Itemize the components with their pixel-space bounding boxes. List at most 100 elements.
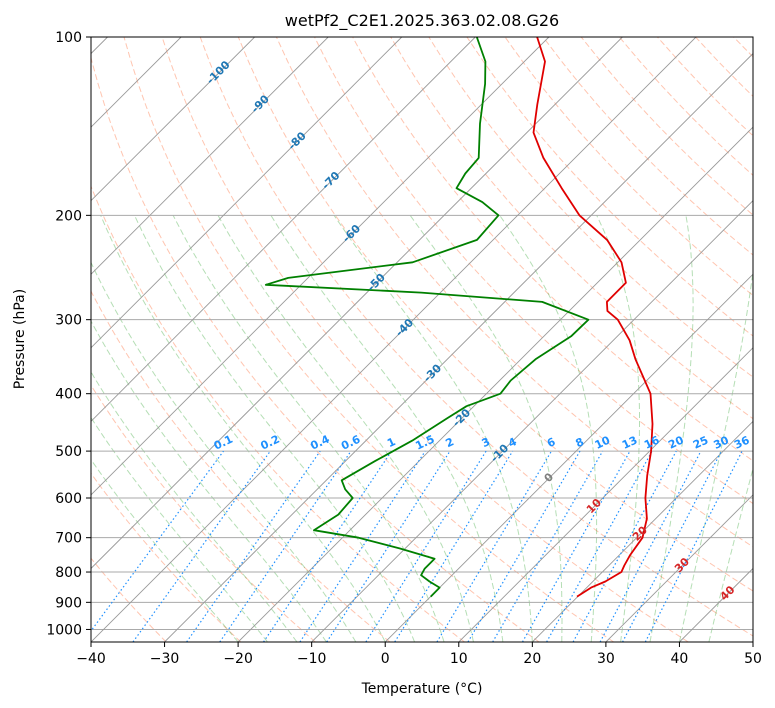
dry-adiabat [733, 37, 753, 58]
y-tick-label: 700 [55, 531, 82, 547]
mixing-ratio-label: 2 [444, 435, 456, 450]
isotherm-label: 10 [584, 496, 604, 516]
mixing-ratio-label: 6 [545, 435, 558, 450]
moist-adiabat [649, 215, 694, 642]
mixing-ratio-label: 0.6 [339, 433, 362, 453]
chart-title: wetPf2_C2E1.2025.363.02.08.G26 [285, 11, 559, 31]
mixing-ratio-line [365, 450, 487, 642]
moist-adiabat [172, 215, 445, 642]
mixing-ratio-line [219, 450, 352, 642]
mixing-ratio-label: 0.1 [212, 433, 235, 453]
dry-adiabat [352, 37, 753, 462]
dry-adiabat [314, 37, 753, 505]
mixing-ratio-label: 30 [711, 433, 731, 451]
x-axis-label: Temperature (°C) [361, 681, 483, 697]
isotherm-line [532, 420, 753, 642]
mixing-ratio-line [546, 450, 653, 642]
y-tick-label: 1000 [46, 622, 82, 638]
moist-adiabat [596, 215, 640, 642]
y-tick-label: 300 [55, 313, 82, 329]
isotherm-label: -30 [421, 361, 444, 384]
isotherm-line [752, 641, 753, 642]
isotherm-line [311, 200, 753, 642]
moist-adiabat [678, 268, 753, 642]
mixing-ratio-line [132, 450, 271, 642]
moist-adiabat [333, 215, 533, 642]
isotherm-label: -80 [286, 129, 309, 152]
dry-adiabat [91, 55, 540, 642]
isotherm-line [91, 37, 403, 349]
isotherm-line [91, 37, 697, 642]
isotherm-line [91, 37, 550, 496]
x-tick-label: −10 [297, 651, 327, 667]
moist-adiabat [91, 370, 298, 642]
dry-adiabat [695, 37, 753, 97]
y-tick-label: 900 [55, 595, 82, 611]
mixing-ratio-label: 36 [732, 433, 752, 451]
mixing-ratio-lines [91, 450, 743, 642]
x-tick-label: 50 [744, 651, 762, 667]
x-tick-label: 40 [671, 651, 689, 667]
mixing-ratio-line [91, 450, 224, 632]
isotherm-label: -70 [319, 169, 342, 192]
dry-adiabat [91, 384, 316, 642]
mixing-ratio-label: 10 [593, 433, 613, 451]
isotherm-line [679, 567, 753, 642]
dry-adiabat [657, 37, 753, 137]
dry-adiabat [504, 37, 753, 296]
mixing-ratio-line [521, 450, 631, 642]
x-tick-label: −30 [150, 651, 180, 667]
dry-adiabat [91, 472, 242, 642]
mixing-ratio-label: 20 [666, 433, 686, 451]
moist-adiabat [409, 215, 563, 642]
dry-adiabat [580, 37, 753, 216]
mixing-ratio-line [186, 450, 321, 642]
dry-adiabats [91, 37, 753, 642]
mixing-ratio-line [436, 450, 552, 642]
moist-adiabat [91, 261, 357, 642]
isotherm-label: -60 [340, 222, 363, 245]
isotherm-line [458, 347, 753, 642]
sounding-series [264, 37, 654, 598]
isotherm-label: 40 [717, 583, 737, 603]
isobars [91, 37, 753, 630]
mixing-ratio-line [467, 450, 581, 642]
x-tick-label: 20 [523, 651, 541, 667]
moist-adiabat [217, 215, 474, 642]
x-tick-label: −40 [76, 651, 106, 667]
dry-adiabat [123, 37, 614, 642]
moist-adiabat [91, 320, 327, 642]
axis-ticks: −40 −30 −20 −10 0 10 20 30 40 5010020030040050060… [46, 30, 762, 667]
isotherm-label: 0 [542, 470, 557, 485]
mixing-ratio-line [644, 450, 743, 642]
isotherm-label: -90 [249, 92, 272, 115]
y-tick-label: 800 [55, 565, 82, 581]
y-tick-label: 200 [55, 208, 82, 224]
x-tick-label: 30 [597, 651, 615, 667]
dry-adiabat [91, 290, 391, 642]
mixing-ratio-line [492, 450, 604, 642]
mixing-ratio-label: 25 [691, 434, 710, 452]
mixing-ratio-line [572, 450, 677, 642]
moist-adiabats [91, 215, 753, 642]
mixing-ratio-label: 1 [385, 435, 397, 450]
x-tick-label: 0 [381, 651, 390, 667]
mixing-ratio-line [326, 450, 451, 642]
moist-adiabat [499, 215, 598, 642]
moist-adiabat [91, 458, 239, 642]
mixing-ratio-line [394, 450, 514, 642]
moist-adiabat [134, 215, 416, 642]
y-axis-label: Pressure (hPa) [12, 289, 28, 389]
isotherm-line [91, 37, 476, 422]
plot-frame [90, 36, 754, 643]
line-labels: -100-90-80-70-60-50-40-30-20-10010203040… [204, 58, 752, 603]
isotherm-line [91, 37, 623, 570]
dry-adiabat [466, 37, 753, 337]
isotherm-line [91, 37, 329, 275]
moist-adiabat [270, 215, 504, 642]
dry-adiabat [237, 37, 753, 592]
mixing-ratio-label: 16 [642, 433, 662, 451]
isotherms [91, 37, 753, 642]
dry-adiabat [390, 37, 753, 420]
